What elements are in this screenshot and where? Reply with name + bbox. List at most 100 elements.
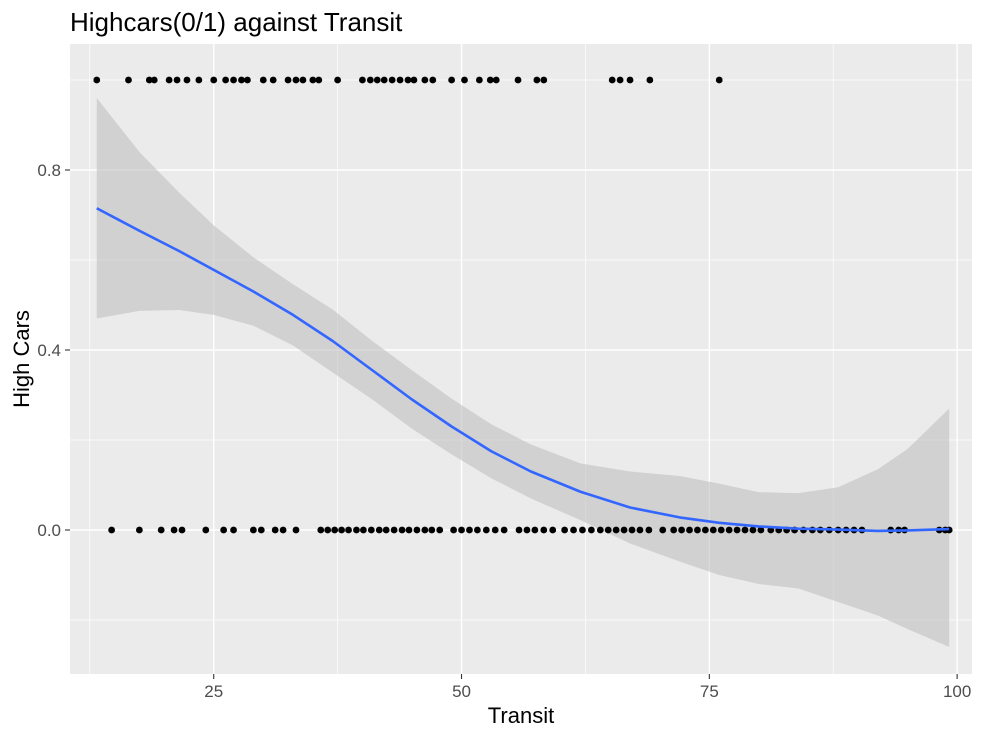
x-tick-label: 50 [452, 682, 471, 701]
data-point [620, 526, 628, 534]
data-point [284, 76, 292, 84]
data-point [222, 76, 230, 84]
data-point [561, 526, 569, 534]
data-point [359, 526, 367, 534]
data-point [388, 76, 396, 84]
data-point [331, 526, 339, 534]
data-point [436, 526, 444, 534]
data-point [338, 526, 345, 534]
data-point [428, 526, 436, 534]
data-point [515, 526, 523, 534]
y-axis-ticks: 0.0 0.4 0.8 [37, 161, 70, 540]
x-tick-label: 25 [204, 682, 223, 701]
data-point [353, 526, 360, 534]
data-point [596, 526, 604, 534]
data-point [482, 526, 490, 534]
data-point [636, 526, 644, 534]
data-point [292, 76, 300, 84]
data-point [315, 76, 323, 84]
data-point [410, 76, 418, 84]
x-tick-label: 100 [943, 682, 971, 701]
y-tick-label: 0.8 [37, 161, 61, 180]
data-point [466, 526, 473, 534]
data-point [375, 526, 383, 534]
data-point [366, 76, 374, 84]
data-point [540, 76, 548, 84]
data-point [715, 76, 723, 84]
data-point [150, 76, 158, 84]
data-point [709, 526, 717, 534]
data-point [549, 526, 557, 534]
data-point [733, 526, 741, 534]
y-axis-title: High Cars [9, 310, 34, 408]
data-point [450, 526, 457, 534]
data-point [249, 526, 257, 534]
data-point [612, 526, 620, 534]
data-point [382, 526, 390, 534]
data-point [404, 76, 412, 84]
data-point [486, 76, 494, 84]
data-point [108, 526, 116, 534]
data-point [587, 526, 595, 534]
x-axis-title: Transit [488, 703, 554, 728]
data-point [694, 526, 701, 534]
data-point [165, 76, 173, 84]
data-point [367, 526, 375, 534]
data-point [170, 526, 178, 534]
chart-title: Highcars(0/1) against Transit [70, 7, 403, 37]
confidence-ribbon [96, 98, 950, 647]
data-point [626, 76, 634, 84]
data-point [646, 76, 654, 84]
data-point [173, 76, 181, 84]
data-point [373, 76, 381, 84]
data-point [398, 526, 406, 534]
data-point [220, 526, 228, 534]
data-point [473, 526, 481, 534]
data-point [210, 76, 218, 84]
data-point [448, 76, 456, 84]
data-point [324, 526, 332, 534]
data-point [492, 76, 500, 84]
data-point [145, 76, 153, 84]
data-point [491, 526, 499, 534]
data-point [244, 76, 251, 84]
data-point [178, 526, 186, 534]
data-point [93, 76, 101, 84]
x-tick-label: 75 [700, 682, 719, 701]
data-point [686, 526, 693, 534]
data-point [461, 76, 468, 84]
data-point [616, 76, 624, 84]
data-point [405, 526, 413, 534]
data-point [271, 526, 279, 534]
data-point [757, 526, 765, 534]
data-point [531, 526, 539, 534]
data-point [380, 76, 388, 84]
data-point [421, 76, 429, 84]
data-point [717, 526, 725, 534]
smooth-line-layer [96, 207, 950, 533]
x-axis-ticks: 25 50 75 100 [204, 674, 971, 701]
data-point [279, 526, 287, 534]
data-point [670, 526, 678, 534]
data-point [741, 526, 749, 534]
data-point [458, 526, 465, 534]
data-point [579, 526, 586, 534]
data-point [390, 526, 398, 534]
y-tick-label: 0.0 [37, 521, 61, 540]
confidence-ribbon-layer [96, 98, 950, 647]
data-point [475, 76, 483, 84]
data-point [645, 526, 653, 534]
data-point [523, 526, 531, 534]
data-point [157, 526, 165, 534]
data-point [540, 526, 548, 534]
data-point [334, 76, 342, 84]
data-point [514, 76, 522, 84]
data-point [230, 76, 237, 84]
data-point [257, 526, 265, 534]
data-point [749, 526, 757, 534]
data-point [125, 76, 132, 84]
data-point [659, 526, 667, 534]
data-point [135, 526, 143, 534]
data-point [570, 526, 577, 534]
data-point [701, 526, 709, 534]
